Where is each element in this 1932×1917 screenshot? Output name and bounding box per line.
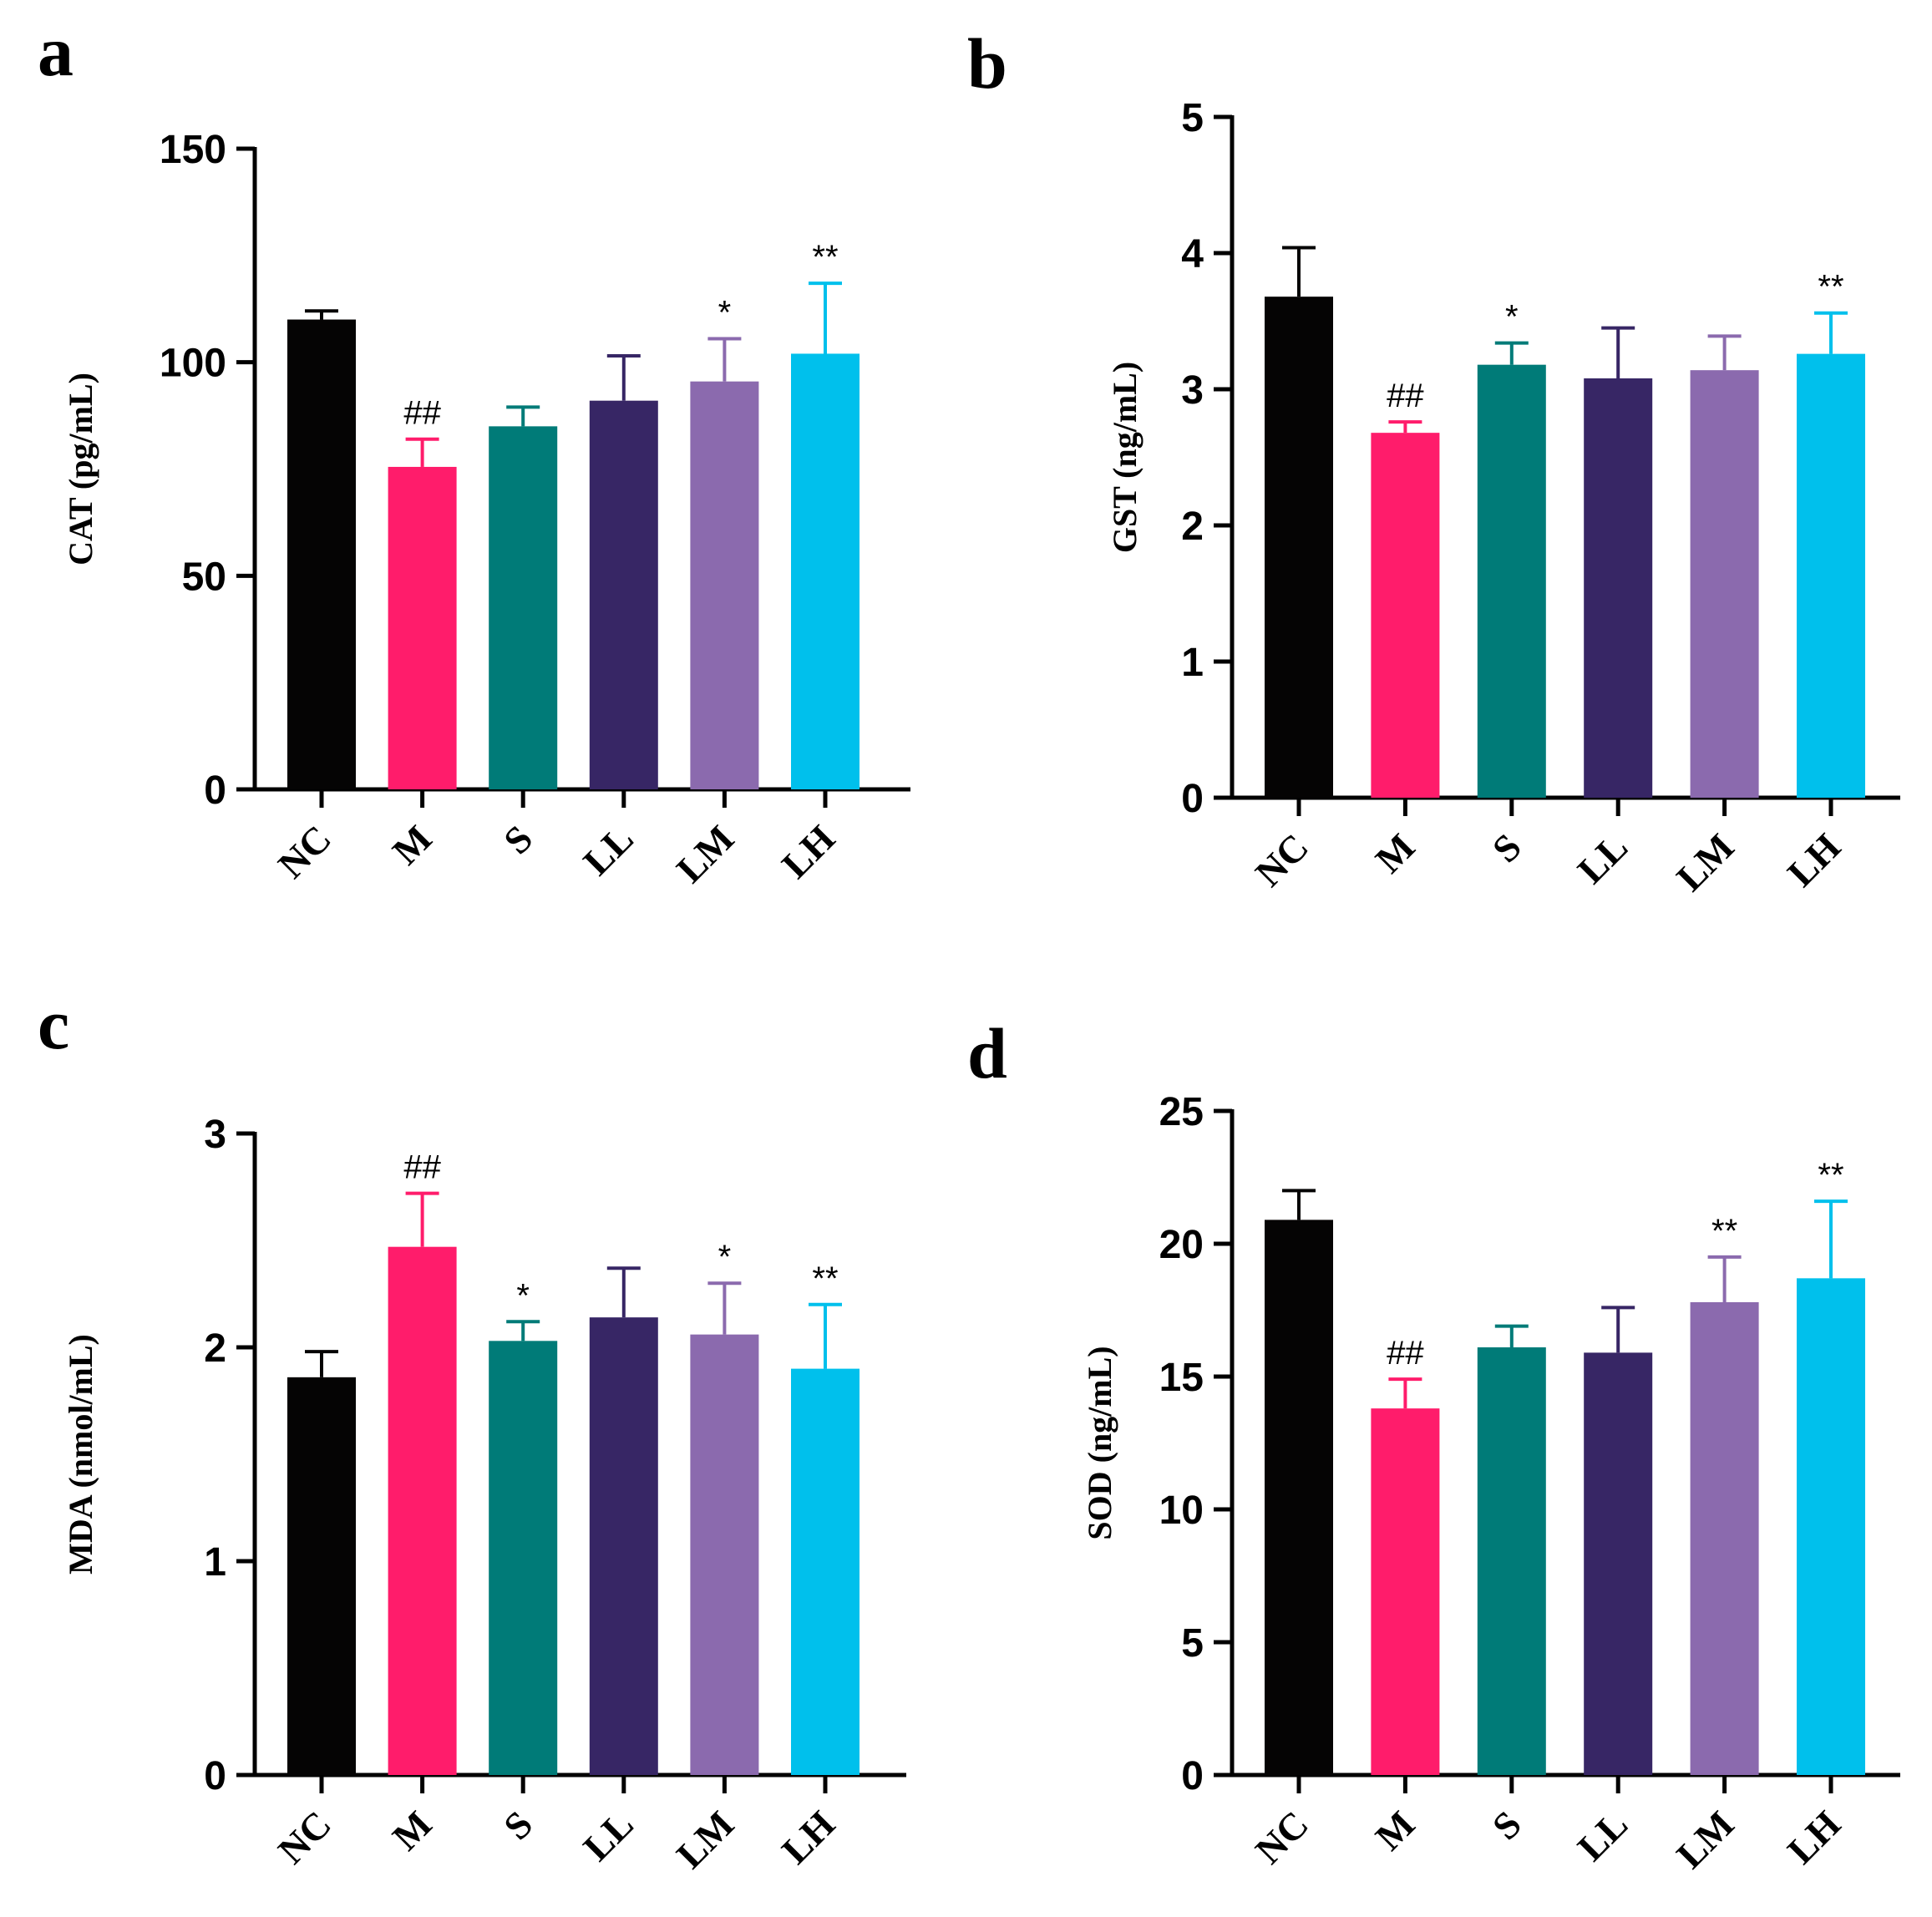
bar-S: [1477, 1347, 1546, 1775]
x-tick-label: NC: [1247, 1803, 1316, 1872]
x-tick-label: M: [1367, 825, 1423, 881]
significance-label: **: [1711, 1213, 1737, 1250]
bar-LM: [690, 1334, 759, 1775]
x-tick-label: NC: [270, 817, 339, 886]
panel-letter: b: [967, 23, 1007, 104]
chart-panel-a: a CAT (pg/mL) 0 50 100 150 NC M ## S LL LM * LH **: [38, 11, 910, 890]
x-tick-label: LL: [1569, 825, 1635, 891]
x-tick-label: LM: [1668, 1803, 1742, 1876]
significance-label: ##: [403, 1149, 441, 1186]
bar-NC: [1265, 297, 1333, 798]
x-tick-label: LM: [1668, 825, 1742, 899]
y-tick-label: 0: [1181, 777, 1204, 821]
x-tick-label: LL: [1569, 1803, 1635, 1869]
significance-label: **: [1818, 1157, 1843, 1194]
chart-panel-c: c MDA (nmol/mL) 0 1 2 3 NC M ## S * LL LM * LH **: [38, 984, 906, 1876]
significance-label: *: [1505, 299, 1519, 336]
y-tick-label: 0: [204, 1754, 226, 1798]
x-tick-label: LH: [1779, 825, 1848, 895]
y-axis-label: GST (ng/mL): [1106, 362, 1143, 553]
x-tick-label: LL: [575, 817, 641, 883]
bar-LM: [1690, 1301, 1759, 1775]
y-tick-label: 0: [204, 768, 226, 813]
y-tick-label: 3: [204, 1113, 226, 1157]
x-tick-label: NC: [1247, 825, 1316, 895]
significance-label: *: [718, 295, 732, 332]
bar-LH: [1797, 1278, 1865, 1775]
bar-LM: [1690, 370, 1759, 798]
x-tick-label: M: [1367, 1803, 1423, 1859]
x-tick-label: LH: [773, 1803, 843, 1872]
y-axis-label: CAT (pg/mL): [62, 373, 99, 565]
bar-M: [388, 1246, 457, 1775]
bar-NC: [287, 1377, 356, 1775]
x-tick-label: LH: [1779, 1803, 1848, 1872]
y-tick-label: 2: [204, 1326, 226, 1371]
y-tick-label: 4: [1181, 232, 1204, 276]
bar-LH: [791, 353, 860, 789]
x-tick-label: LM: [668, 817, 742, 890]
significance-label: ##: [403, 395, 441, 432]
panel-letter: c: [38, 984, 69, 1064]
bar-LM: [690, 381, 759, 789]
bar-M: [1371, 433, 1440, 798]
bar-LH: [1797, 353, 1865, 798]
y-tick-label: 25: [1159, 1090, 1204, 1134]
bar-S: [489, 1341, 558, 1775]
y-tick-label: 50: [182, 555, 226, 599]
y-axis-label: SOD (ng/mL): [1081, 1346, 1118, 1539]
x-tick-label: M: [384, 817, 440, 873]
y-tick-label: 2: [1181, 505, 1204, 549]
bar-LH: [791, 1368, 860, 1775]
chart-panel-d: d SOD (ng/mL) 0 5 10 15 20 25 NC M ## S LL LM ** LH **: [967, 1013, 1900, 1876]
x-tick-label: S: [495, 1803, 540, 1848]
x-tick-label: S: [1484, 1803, 1529, 1848]
panel-letter: a: [38, 11, 74, 91]
bar-M: [1371, 1408, 1440, 1775]
bar-LL: [1584, 378, 1653, 798]
x-tick-label: S: [495, 817, 540, 862]
significance-label: ##: [1387, 378, 1424, 414]
y-tick-label: 3: [1181, 368, 1204, 413]
bar-NC: [1265, 1220, 1333, 1775]
significance-label: **: [812, 1260, 838, 1297]
y-tick-label: 15: [1159, 1356, 1204, 1400]
significance-label: **: [812, 239, 838, 276]
bar-M: [388, 466, 457, 789]
y-tick-label: 1: [1181, 641, 1204, 685]
significance-label: *: [718, 1239, 732, 1275]
significance-label: **: [1818, 269, 1843, 306]
y-tick-label: 10: [1159, 1488, 1204, 1533]
x-tick-label: LM: [668, 1803, 742, 1876]
significance-label: *: [516, 1277, 530, 1314]
y-tick-label: 5: [1181, 96, 1204, 140]
bar-LL: [589, 1317, 658, 1775]
y-tick-label: 0: [1181, 1754, 1204, 1798]
x-tick-label: LL: [575, 1803, 641, 1869]
x-tick-label: NC: [270, 1803, 339, 1872]
y-tick-label: 5: [1181, 1621, 1204, 1666]
bar-S: [489, 426, 558, 789]
chart-panel-b: b GST (ng/mL) 0 1 2 3 4 5 NC M ## S * LL LM LH **: [967, 23, 1900, 899]
bar-LL: [1584, 1352, 1653, 1775]
y-axis-label: MDA (nmol/mL): [62, 1334, 99, 1575]
significance-label: ##: [1387, 1335, 1424, 1372]
y-tick-label: 100: [160, 342, 226, 386]
x-tick-label: M: [384, 1803, 440, 1859]
panel-letter: d: [967, 1013, 1007, 1093]
bar-NC: [287, 319, 356, 789]
bar-S: [1477, 364, 1546, 798]
x-tick-label: LH: [773, 817, 843, 886]
y-tick-label: 1: [204, 1540, 226, 1585]
y-tick-label: 150: [160, 128, 226, 172]
bar-LL: [589, 400, 658, 789]
y-tick-label: 20: [1159, 1223, 1204, 1267]
x-tick-label: S: [1484, 825, 1529, 870]
